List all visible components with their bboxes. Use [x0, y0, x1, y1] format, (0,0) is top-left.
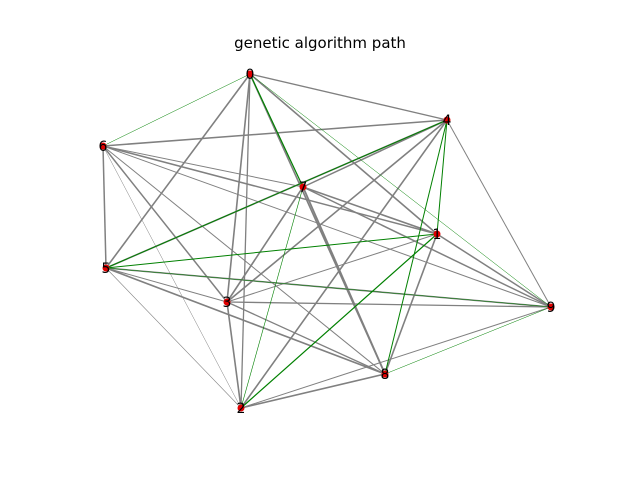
path-edge-4-8 — [384, 119, 448, 375]
node-label-9: 9 — [547, 300, 556, 316]
edge-4-9 — [446, 119, 552, 308]
edge-7-1 — [302, 186, 438, 235]
edge-7-3 — [226, 186, 304, 303]
path-edge-8-9 — [384, 306, 552, 375]
node-0 — [246, 70, 254, 78]
edge-0-4 — [249, 73, 448, 121]
node-label-8: 8 — [381, 367, 390, 383]
path-edge-1-2 — [240, 233, 438, 409]
node-label-6: 6 — [99, 139, 108, 155]
edge-1-3 — [226, 233, 438, 303]
edge-1-9 — [436, 233, 552, 308]
node-8 — [381, 370, 389, 378]
node-label-2: 2 — [237, 401, 246, 417]
edge-6-3 — [102, 145, 228, 303]
path-edge-0-9 — [249, 73, 552, 308]
edge-0-3 — [226, 73, 251, 303]
node-5 — [102, 264, 110, 272]
edge-0-1 — [249, 73, 438, 235]
edge-6-9 — [102, 145, 552, 308]
edge-1-8 — [384, 233, 438, 375]
node-label-5: 5 — [102, 261, 111, 277]
path-edge-4-5 — [105, 119, 448, 269]
edge-2-9 — [240, 306, 552, 409]
edge-0-5 — [105, 73, 251, 269]
edge-6-7 — [102, 145, 304, 188]
edge-6-2 — [102, 145, 242, 409]
edge-5-3 — [105, 267, 228, 303]
node-label-3: 3 — [223, 295, 232, 311]
graph-labels: 0 1 2 3 4 5 6 7 8 9 — [99, 67, 556, 417]
edge-6-1 — [102, 145, 438, 235]
node-label-4: 4 — [443, 113, 452, 129]
edge-0-2 — [240, 73, 251, 409]
edge-6-8 — [102, 145, 386, 375]
path-edge-7-2 — [240, 186, 304, 409]
edge-6-4 — [102, 119, 448, 147]
node-4 — [443, 116, 451, 124]
node-2 — [237, 404, 245, 412]
path-edge-4-1 — [436, 119, 448, 235]
edge-3-8 — [226, 301, 386, 375]
edge-2-8 — [240, 373, 386, 409]
edge-3-9 — [226, 301, 552, 308]
edge-7-8 — [302, 186, 386, 375]
edge-6-5 — [102, 145, 107, 269]
node-6 — [99, 142, 107, 150]
path-edge-5-9 — [105, 267, 552, 308]
node-label-7: 7 — [299, 180, 308, 196]
path-edge-0-7 — [249, 73, 304, 188]
path-edge-0-6 — [102, 73, 251, 147]
node-1 — [433, 230, 441, 238]
node-9 — [547, 303, 555, 311]
edge-7-9 — [302, 186, 552, 308]
figure-title: genetic algorithm path — [234, 34, 406, 52]
node-label-0: 0 — [246, 67, 255, 83]
node-7 — [299, 183, 307, 191]
edge-3-2 — [226, 301, 242, 409]
path-edge-5-1 — [105, 233, 438, 269]
graph-edges — [102, 73, 552, 409]
edge-4-3 — [226, 119, 448, 303]
edge-5-8 — [105, 267, 386, 375]
edge-5-2 — [105, 267, 242, 409]
node-label-1: 1 — [433, 227, 442, 243]
graph-nodes — [99, 70, 555, 412]
node-3 — [223, 298, 231, 306]
